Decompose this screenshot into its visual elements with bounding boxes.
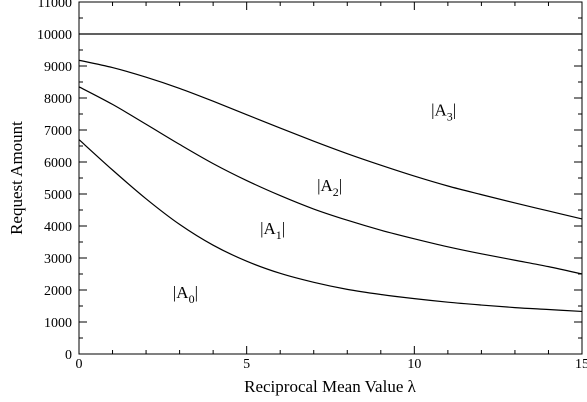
y-tick-label: 7000 [44, 124, 72, 139]
x-axis-title: Reciprocal Mean Value λ [244, 377, 416, 396]
series-line-2 [78, 86, 583, 275]
y-tick-label: 2000 [44, 284, 72, 299]
region-label-1: |A2| [317, 176, 342, 199]
y-tick-label: 5000 [44, 188, 72, 203]
axis-tick-labels: 0 5 10 15 0 1000 2000 3000 4000 5000 6000 7000 8000 9… [37, 0, 587, 372]
x-tick-label: 10 [407, 357, 421, 372]
series-line-3 [78, 139, 583, 313]
y-tick-label: 9000 [44, 60, 72, 75]
y-tick-label: 8000 [44, 92, 72, 107]
x-tick-label: 15 [575, 357, 587, 372]
y-tick-label: 11000 [38, 0, 72, 11]
y-axis-title: Request Amount [7, 121, 26, 235]
region-label-2: |A1| [260, 219, 285, 242]
y-tick-label: 6000 [44, 156, 72, 171]
y-tick-label: 0 [65, 348, 72, 363]
series-line-1 [78, 59, 583, 220]
region-label-0: |A3| [431, 101, 456, 124]
y-tick-label: 1000 [44, 316, 72, 331]
x-tick-label: 0 [76, 357, 83, 372]
x-tick-label: 5 [243, 357, 250, 372]
series-lines [78, 33, 583, 313]
y-tick-label: 3000 [44, 252, 72, 267]
y-tick-label: 10000 [37, 28, 72, 43]
region-labels: |A3| |A2| |A1| |A0| [173, 101, 456, 306]
region-label-3: |A0| [173, 283, 198, 306]
y-tick-label: 4000 [44, 220, 72, 235]
